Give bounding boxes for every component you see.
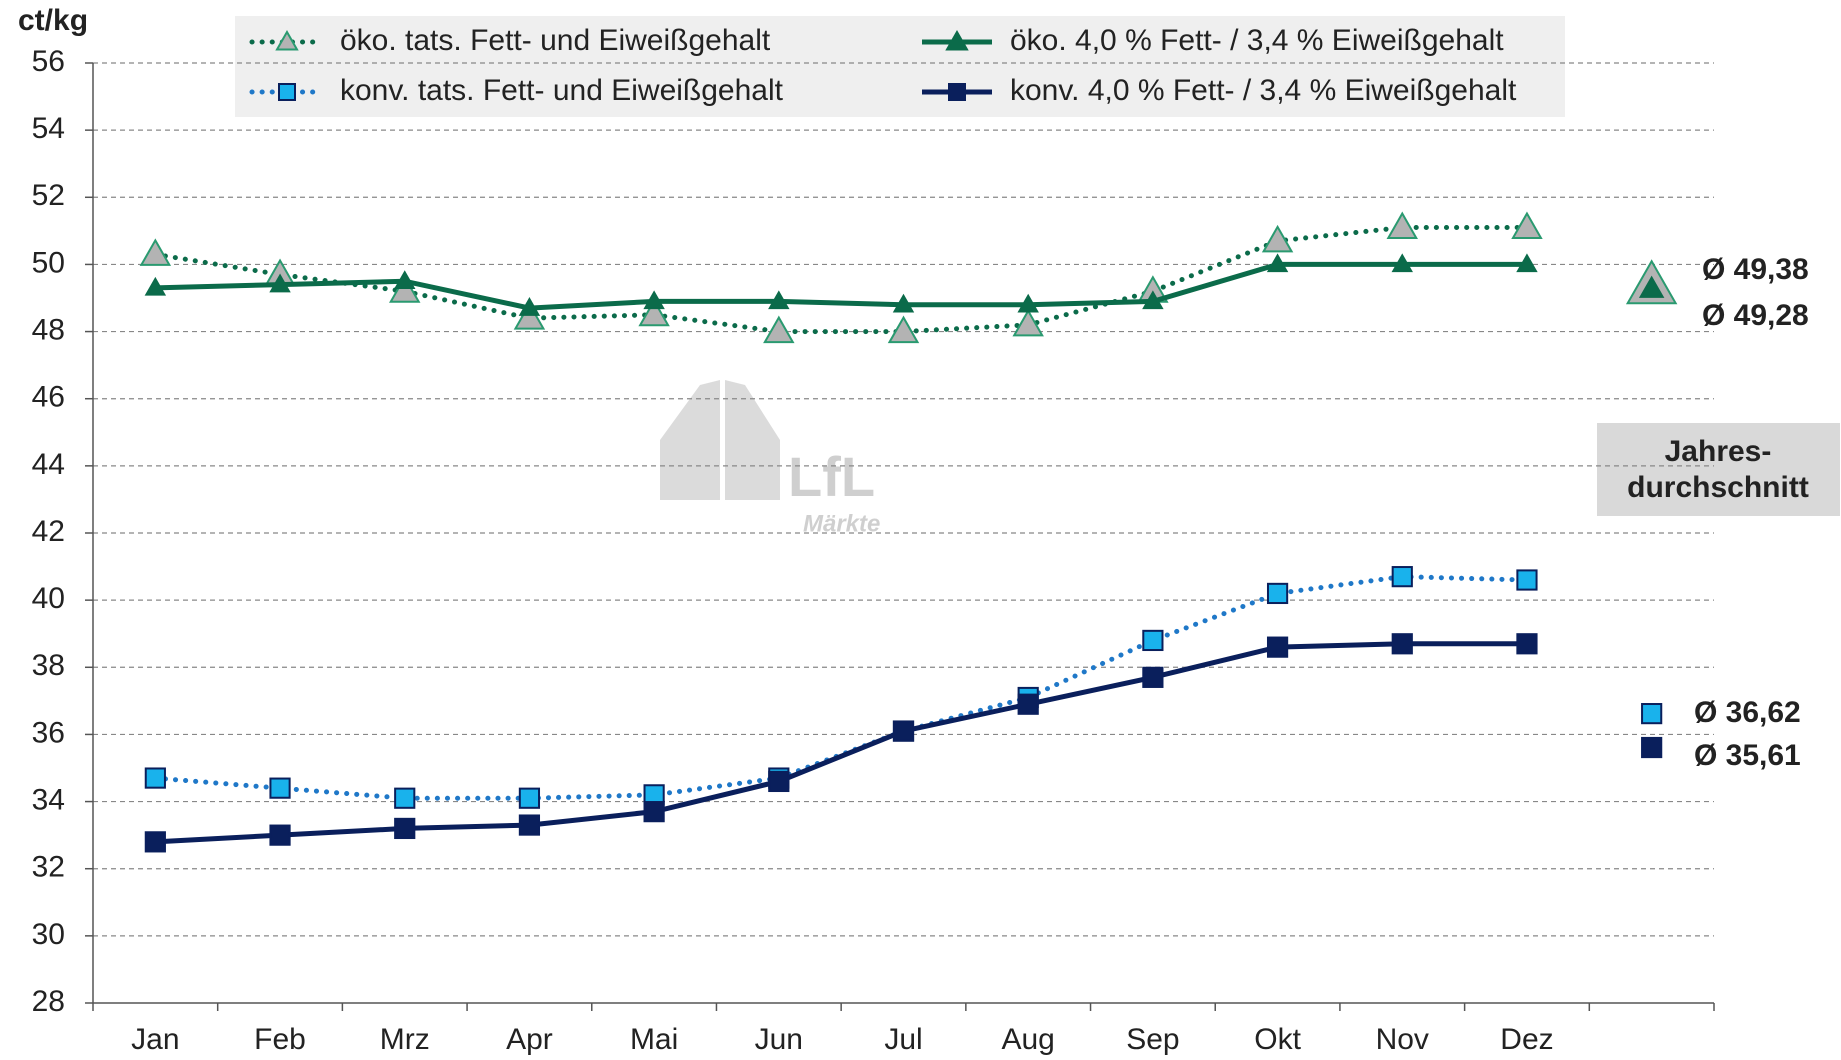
marker bbox=[1391, 633, 1413, 655]
x-tick-label: Mai bbox=[630, 1023, 678, 1056]
marker bbox=[518, 787, 541, 809]
y-tick-label: 44 bbox=[32, 448, 65, 481]
marker bbox=[768, 770, 790, 793]
marker bbox=[269, 824, 291, 846]
marker bbox=[1391, 253, 1413, 273]
marker bbox=[887, 315, 920, 344]
marker bbox=[518, 297, 541, 316]
watermark-logo bbox=[660, 380, 780, 500]
marker bbox=[1266, 253, 1289, 273]
marker bbox=[1641, 703, 1663, 725]
x-tick-label: Aug bbox=[1001, 1023, 1054, 1056]
legend-label: öko. tats. Fett- und Eiweißgehalt bbox=[340, 24, 771, 57]
x-tick-label: Nov bbox=[1376, 1023, 1429, 1056]
marker bbox=[1516, 253, 1538, 273]
y-tick-label: 42 bbox=[32, 515, 65, 548]
watermark: LfL Märkte bbox=[660, 380, 880, 537]
marker bbox=[269, 777, 291, 799]
legend-label: konv. tats. Fett- und Eiweißgehalt bbox=[340, 74, 784, 107]
marker bbox=[1142, 290, 1164, 310]
grid bbox=[93, 62, 1714, 937]
x-tick-label: Sep bbox=[1126, 1023, 1179, 1056]
y-tick-label: 56 bbox=[32, 45, 65, 78]
marker bbox=[892, 720, 915, 742]
y-tick-label: 40 bbox=[32, 582, 65, 615]
marker bbox=[643, 801, 665, 823]
y-tick-label: 54 bbox=[32, 112, 65, 145]
marker bbox=[945, 29, 969, 51]
y-tick-label: 38 bbox=[32, 649, 65, 682]
marker bbox=[394, 270, 416, 289]
marker bbox=[394, 817, 416, 840]
marker bbox=[1142, 666, 1164, 688]
marker bbox=[763, 315, 795, 344]
marker bbox=[1261, 224, 1294, 253]
series-line bbox=[155, 261, 1527, 311]
x-tick-label: Feb bbox=[254, 1023, 306, 1056]
y-tick-label: 52 bbox=[32, 179, 65, 212]
series-line bbox=[155, 641, 1527, 845]
y-tick-label: 32 bbox=[32, 851, 65, 884]
y-tick-label: 30 bbox=[32, 918, 65, 951]
marker bbox=[1391, 566, 1413, 588]
average-label: Ø 49,38 bbox=[1702, 253, 1809, 286]
marker bbox=[278, 83, 296, 101]
marker bbox=[1012, 308, 1044, 337]
y-tick-label: 36 bbox=[32, 716, 65, 749]
marker bbox=[892, 293, 915, 313]
y-tick-label: 48 bbox=[32, 313, 65, 346]
marker bbox=[1266, 582, 1289, 605]
marker bbox=[1386, 211, 1418, 239]
marker bbox=[768, 290, 790, 310]
average-box-line: durchschnitt bbox=[1627, 471, 1809, 504]
average-label: Ø 49,28 bbox=[1702, 299, 1809, 332]
marker bbox=[638, 298, 670, 327]
y-tick-label: 34 bbox=[32, 783, 65, 816]
marker bbox=[1516, 569, 1538, 591]
x-tick-label: Jul bbox=[884, 1023, 922, 1056]
legend-label: konv. 4,0 % Fett- / 3,4 % Eiweißgehalt bbox=[1010, 74, 1517, 107]
marker bbox=[1266, 636, 1289, 658]
average-label: Ø 36,62 bbox=[1694, 696, 1801, 729]
series-line bbox=[152, 574, 1530, 801]
marker bbox=[518, 814, 541, 836]
x-tick-label: Dez bbox=[1500, 1023, 1553, 1056]
marker bbox=[144, 831, 166, 853]
series-line bbox=[152, 225, 1530, 335]
marker bbox=[269, 273, 291, 293]
average-box bbox=[1597, 423, 1840, 516]
marker bbox=[1641, 736, 1663, 759]
x-tick-label: Jun bbox=[755, 1023, 803, 1056]
marker bbox=[1511, 211, 1543, 239]
marker bbox=[1017, 293, 1039, 313]
y-tick-label: 28 bbox=[32, 985, 65, 1018]
watermark-title: LfL bbox=[788, 445, 875, 508]
marker bbox=[1516, 633, 1538, 655]
average-label: Ø 35,61 bbox=[1694, 739, 1801, 772]
x-tick-label: Okt bbox=[1254, 1023, 1301, 1056]
legend-box bbox=[235, 16, 1565, 117]
y-tick-label: 46 bbox=[32, 381, 65, 414]
y-axis-label: ct/kg bbox=[18, 4, 88, 37]
marker bbox=[394, 787, 416, 809]
marker bbox=[1017, 693, 1039, 715]
marker bbox=[144, 276, 167, 296]
marker bbox=[948, 83, 966, 101]
x-tick-label: Apr bbox=[506, 1023, 553, 1056]
legend-label: öko. 4,0 % Fett- / 3,4 % Eiweißgehalt bbox=[1010, 24, 1504, 57]
marker bbox=[1142, 629, 1164, 652]
marker bbox=[643, 290, 665, 310]
marker bbox=[389, 275, 421, 303]
average-box-line: Jahres- bbox=[1665, 435, 1772, 468]
marker bbox=[139, 238, 172, 266]
x-tick-label: Jan bbox=[131, 1023, 179, 1056]
marker bbox=[275, 29, 299, 51]
y-tick-label: 50 bbox=[32, 246, 65, 279]
marker bbox=[513, 302, 546, 330]
marker bbox=[1638, 275, 1665, 298]
x-tick-label: Mrz bbox=[380, 1023, 430, 1056]
marker bbox=[144, 767, 166, 789]
